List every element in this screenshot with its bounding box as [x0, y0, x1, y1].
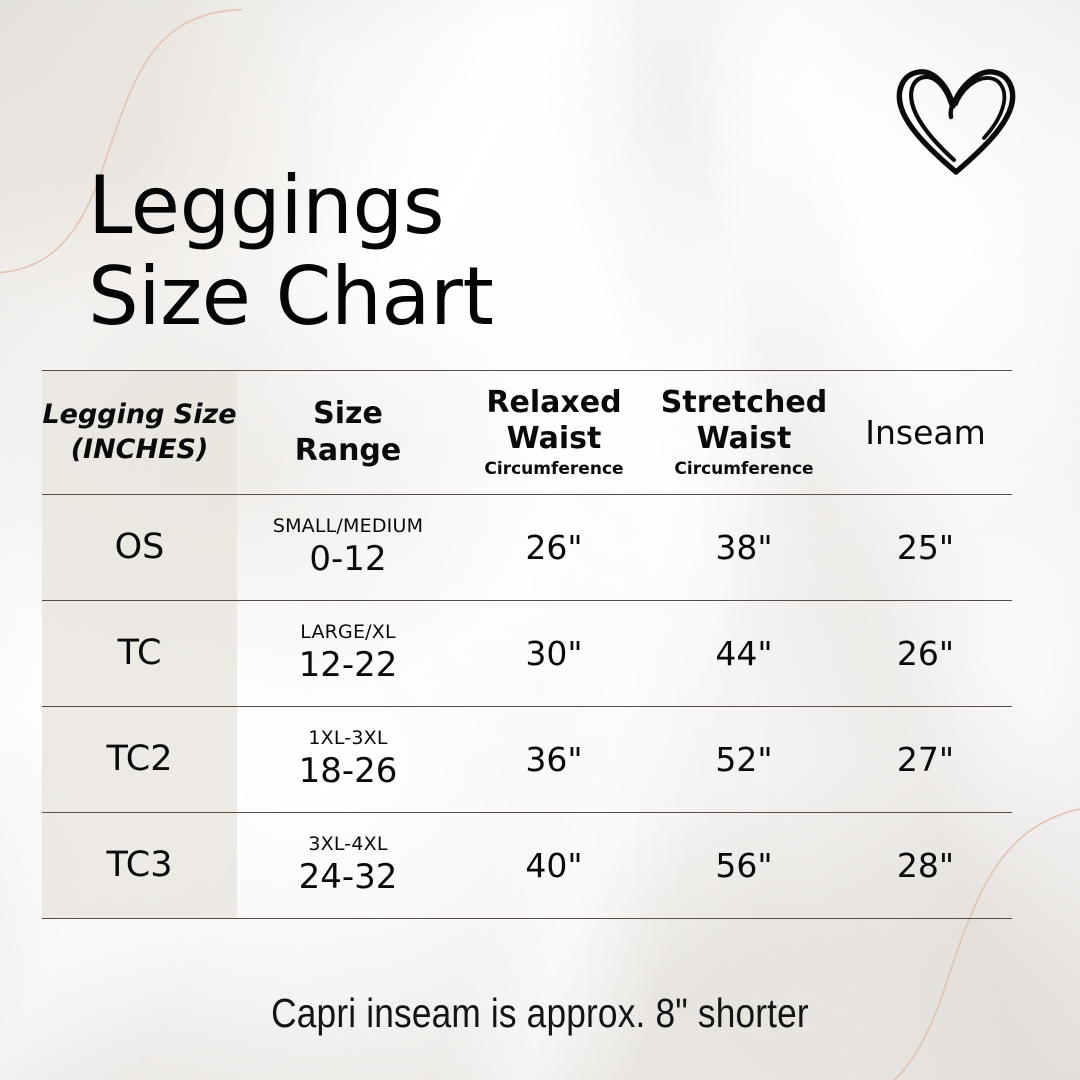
cell-stretched-waist: 52"	[649, 707, 839, 813]
cell-relaxed-waist: 26"	[459, 495, 649, 601]
column-header-relaxed-waist-line1: Relaxed	[486, 384, 622, 420]
column-header-stretched-waist: Stretched Waist Circumference	[649, 371, 839, 495]
cell-relaxed-waist: 36"	[459, 707, 649, 813]
table-row: TC2 1XL-3XL 18-26 36" 52"	[42, 706, 1012, 813]
cell-size-value: OS	[114, 527, 165, 567]
column-header-legging-size-line1: Legging Size	[42, 398, 237, 430]
title-line-2: Size Chart	[88, 250, 494, 344]
column-header-relaxed-waist-line2: Waist	[506, 421, 602, 457]
footer-note: Capri inseam is approx. 8" shorter	[271, 990, 809, 1036]
column-header-relaxed-waist: Relaxed Waist Circumference	[459, 371, 649, 495]
cell-size-range: 1XL-3XL 18-26	[237, 707, 459, 813]
title-line-1: Leggings	[88, 159, 445, 252]
table-row: OS SMALL/MEDIUM 0-12 26" 38"	[42, 494, 1012, 601]
cell-size-range-value: 24-32	[298, 857, 398, 898]
cell-size-range-value: 0-12	[309, 539, 387, 580]
cell-stretched-waist: 44"	[649, 601, 839, 707]
column-header-size-range-line2: Range	[294, 432, 402, 468]
cell-size: TC3	[42, 813, 237, 919]
cell-stretched-waist-value: 44"	[715, 634, 773, 673]
column-header-size-range: Size Range	[237, 371, 459, 495]
table-row: TC LARGE/XL 12-22 30" 44"	[42, 600, 1012, 707]
cell-size-range-label: LARGE/XL	[300, 620, 396, 643]
table-header: Legging Size (INCHES) Size Range Relaxed	[42, 370, 1012, 495]
size-chart-table: Legging Size (INCHES) Size Range Relaxed	[42, 370, 1012, 919]
cell-inseam-value: 28"	[896, 846, 955, 885]
cell-relaxed-waist-value: 36"	[525, 740, 583, 779]
cell-relaxed-waist-value: 26"	[525, 528, 583, 567]
table-header-row: Legging Size (INCHES) Size Range Relaxed	[42, 370, 1012, 495]
cell-inseam: 28"	[839, 813, 1012, 919]
cell-stretched-waist-value: 38"	[715, 528, 773, 567]
column-header-inseam: Inseam	[839, 371, 1012, 495]
cell-size-range: LARGE/XL 12-22	[237, 601, 459, 707]
cell-size-value: TC2	[106, 739, 173, 779]
cell-relaxed-waist: 30"	[459, 601, 649, 707]
column-header-relaxed-waist-subtitle: Circumference	[484, 458, 624, 479]
cell-size: TC	[42, 601, 237, 707]
cell-size: OS	[42, 495, 237, 601]
cell-stretched-waist: 56"	[649, 813, 839, 919]
cell-inseam-value: 25"	[896, 528, 955, 567]
cell-size-range: 3XL-4XL 24-32	[237, 813, 459, 919]
size-chart-table-wrapper: Legging Size (INCHES) Size Range Relaxed	[42, 370, 1012, 919]
column-header-inseam-label: Inseam	[865, 412, 986, 452]
cell-size-range-value: 12-22	[298, 645, 398, 686]
cell-size-value: TC3	[106, 845, 173, 885]
cell-inseam: 25"	[839, 495, 1012, 601]
column-header-stretched-waist-subtitle: Circumference	[674, 458, 814, 479]
cell-inseam-value: 27"	[896, 740, 955, 779]
cell-stretched-waist: 38"	[649, 495, 839, 601]
cell-size-value: TC	[117, 633, 162, 673]
table-body: OS SMALL/MEDIUM 0-12 26" 38"	[42, 494, 1012, 919]
cell-inseam: 26"	[839, 601, 1012, 707]
cell-size: TC2	[42, 707, 237, 813]
cell-inseam: 27"	[839, 707, 1012, 813]
cell-inseam-value: 26"	[896, 634, 955, 673]
cell-relaxed-waist-value: 30"	[525, 634, 583, 673]
heart-doodle-icon	[896, 69, 1016, 175]
column-header-legging-size-line2: (INCHES)	[70, 433, 209, 465]
column-header-legging-size: Legging Size (INCHES)	[42, 371, 237, 495]
cell-size-range-label: SMALL/MEDIUM	[272, 514, 424, 537]
cell-size-range-label: 3XL-4XL	[308, 832, 388, 855]
page-title: Leggings Size Chart	[88, 159, 728, 344]
cell-stretched-waist-value: 56"	[715, 846, 773, 885]
cell-size-range-value: 18-26	[298, 751, 398, 792]
column-header-stretched-waist-line2: Waist	[696, 421, 792, 457]
cell-size-range-label: 1XL-3XL	[308, 726, 388, 749]
cell-stretched-waist-value: 52"	[715, 740, 773, 779]
column-header-size-range-line1: Size	[313, 395, 383, 431]
cell-size-range: SMALL/MEDIUM 0-12	[237, 495, 459, 601]
cell-relaxed-waist: 40"	[459, 813, 649, 919]
column-header-stretched-waist-line1: Stretched	[660, 384, 828, 420]
cell-relaxed-waist-value: 40"	[525, 846, 583, 885]
table-row: TC3 3XL-4XL 24-32 40" 56"	[42, 812, 1012, 919]
